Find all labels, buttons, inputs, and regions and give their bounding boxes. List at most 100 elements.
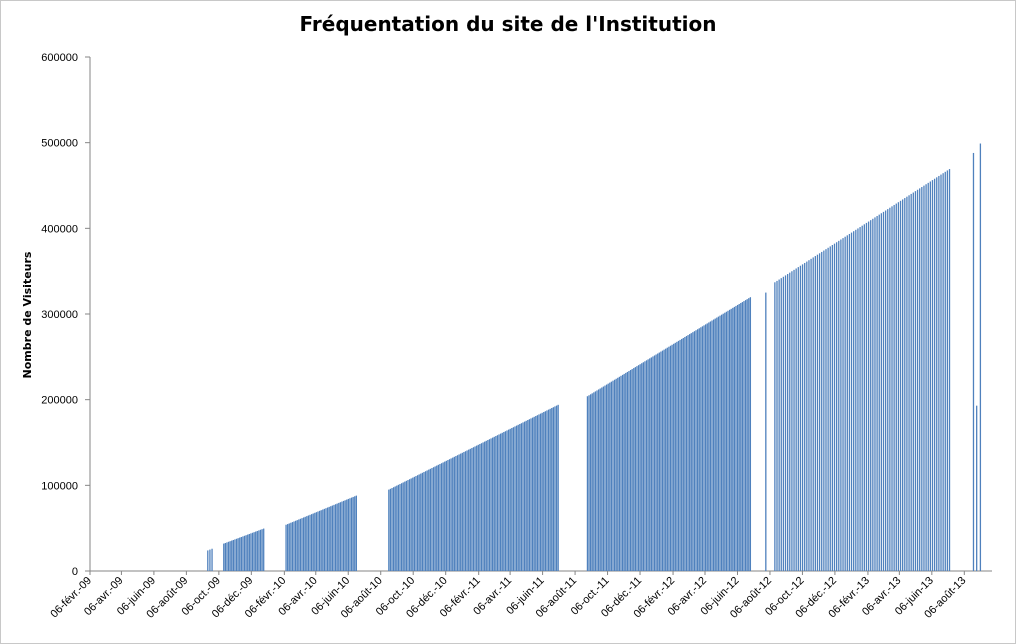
data-bar <box>263 528 265 571</box>
data-bar <box>835 242 838 571</box>
data-bar <box>347 498 350 571</box>
data-bar <box>740 303 742 571</box>
data-bar <box>617 377 619 571</box>
data-bar <box>589 394 592 571</box>
data-bar <box>685 336 688 571</box>
data-bar <box>738 303 740 571</box>
y-axis-label: Nombre de Visiteurs <box>21 251 34 378</box>
data-bar <box>593 392 595 571</box>
data-bar <box>780 278 782 571</box>
data-bar <box>919 188 921 571</box>
data-bar <box>331 505 334 571</box>
data-bar <box>657 353 659 571</box>
data-bar <box>512 427 515 571</box>
data-bar <box>586 396 589 571</box>
data-bar <box>663 349 665 571</box>
data-bar <box>833 243 836 571</box>
data-bar <box>816 254 819 571</box>
data-bar <box>938 175 940 571</box>
data-bar <box>310 514 313 571</box>
data-bar <box>936 177 938 571</box>
data-bar <box>605 384 608 571</box>
data-bar <box>223 543 225 571</box>
data-bar <box>418 474 420 571</box>
data-bar <box>538 414 540 571</box>
data-bar <box>342 500 345 571</box>
data-bar <box>423 472 425 571</box>
data-bar <box>291 522 294 571</box>
data-bar <box>746 299 748 571</box>
data-bar <box>838 240 840 571</box>
data-bar <box>261 529 263 571</box>
data-bar <box>463 452 465 571</box>
data-bar <box>421 472 424 571</box>
data-bar <box>884 210 887 572</box>
data-bar <box>681 338 683 571</box>
data-bar <box>301 518 303 571</box>
data-bar <box>439 464 441 571</box>
data-bar <box>404 481 406 571</box>
data-bar <box>846 235 848 571</box>
data-bar <box>610 381 613 571</box>
data-bar <box>727 310 729 571</box>
data-bar <box>865 222 868 572</box>
x-axis: 06-févr.-0906-avr.-0906-juin-0906-août-0… <box>48 570 992 621</box>
data-bar <box>493 436 495 571</box>
data-bar <box>882 211 885 571</box>
data-bar <box>429 468 432 571</box>
data-bar <box>665 348 667 571</box>
data-bar <box>823 250 825 572</box>
data-bar <box>693 331 696 571</box>
data-bar <box>946 170 949 571</box>
data-bar <box>323 508 326 571</box>
data-bar <box>732 307 734 571</box>
data-bar <box>673 343 675 571</box>
data-bar <box>402 482 404 571</box>
data-bar <box>256 530 258 571</box>
data-bar <box>588 395 590 571</box>
data-bar <box>634 367 637 571</box>
data-bar <box>482 442 484 571</box>
data-bar <box>546 410 548 571</box>
data-bar <box>466 450 468 571</box>
data-bar <box>554 406 556 571</box>
data-bar <box>684 337 686 571</box>
data-bar <box>354 496 356 571</box>
data-bar <box>897 202 900 571</box>
data-bar <box>557 404 559 571</box>
data-bar <box>445 460 447 571</box>
data-bar <box>525 420 527 571</box>
data-bar <box>844 236 846 572</box>
data-bar <box>410 478 412 571</box>
data-bar <box>652 356 654 571</box>
data-bar <box>722 313 724 571</box>
data-bar <box>416 475 419 571</box>
data-bar <box>437 464 439 571</box>
data-bar <box>245 535 247 571</box>
data-bar <box>690 333 692 571</box>
data-bar <box>591 393 593 571</box>
data-bar <box>682 337 684 571</box>
data-bar <box>612 380 614 571</box>
data-bar <box>247 534 249 571</box>
data-bar <box>840 239 842 572</box>
data-bar <box>520 423 523 571</box>
data-bar <box>531 417 534 571</box>
data-bar <box>312 513 314 571</box>
data-bar <box>914 191 917 571</box>
data-bar <box>653 355 656 571</box>
y-tick-label: 600000 <box>41 52 78 64</box>
data-bar <box>923 185 925 571</box>
data-bar <box>431 468 433 571</box>
data-bar <box>352 496 354 571</box>
data-bar <box>850 232 853 571</box>
data-bar <box>637 365 640 571</box>
data-bar <box>596 390 598 571</box>
data-bar <box>628 370 630 571</box>
data-bar <box>391 488 393 571</box>
data-bar <box>621 374 624 571</box>
data-bar <box>394 486 396 571</box>
data-bar <box>623 373 625 571</box>
data-bar <box>810 258 812 571</box>
data-bar <box>893 204 895 571</box>
